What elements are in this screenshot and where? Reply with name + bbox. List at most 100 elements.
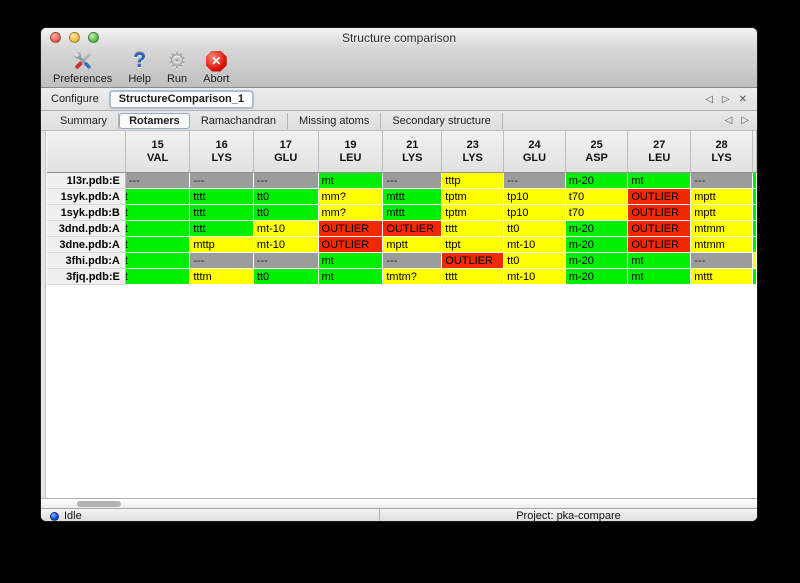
- rotamer-cell[interactable]: OUTLIER: [628, 205, 692, 221]
- rotamer-cell[interactable]: tttt: [442, 269, 505, 285]
- rotamer-cell[interactable]: mttt: [383, 205, 443, 221]
- help-button[interactable]: ? Help: [128, 49, 151, 85]
- tabs-back-icon[interactable]: ◁: [724, 115, 733, 126]
- rotamer-cell[interactable]: mptt: [383, 237, 443, 253]
- rotamer-cell[interactable]: tttt: [190, 221, 254, 237]
- rotamer-cell[interactable]: OUTLIER: [628, 237, 692, 253]
- rotamer-cell[interactable]: t70: [565, 189, 629, 205]
- rotamer-cell[interactable]: ttpt: [442, 237, 505, 253]
- config-forward-icon[interactable]: ▷: [721, 93, 730, 105]
- zoom-window-button[interactable]: [88, 32, 99, 43]
- rotamer-cell[interactable]: t70: [565, 205, 629, 221]
- rotamer-cell[interactable]: mtmm: [691, 237, 753, 253]
- rotamer-cell[interactable]: ---: [125, 173, 191, 189]
- rotamer-cell[interactable]: ---: [253, 253, 319, 269]
- rotamer-cell[interactable]: t: [125, 221, 191, 237]
- rotamer-cell[interactable]: t: [125, 189, 191, 205]
- rotamer-cell[interactable]: OUTLIER: [318, 221, 384, 237]
- config-close-icon[interactable]: ✕: [738, 93, 747, 105]
- rotamer-cell[interactable]: tt0: [504, 221, 566, 237]
- rotamer-cell-partial[interactable]: [752, 237, 757, 253]
- horizontal-scrollbar[interactable]: [41, 498, 757, 508]
- rotamer-cell[interactable]: mt: [628, 269, 692, 285]
- tab-ramachandran[interactable]: Ramachandran: [190, 112, 289, 129]
- rotamer-cell[interactable]: tmtm?: [383, 269, 443, 285]
- preferences-button[interactable]: Preferences: [53, 49, 112, 85]
- rotamer-cell[interactable]: mm?: [318, 205, 384, 221]
- minimize-window-button[interactable]: [69, 32, 80, 43]
- rotamer-cell[interactable]: mttt: [383, 189, 443, 205]
- rotamer-cell[interactable]: mt-10: [504, 237, 566, 253]
- rotamer-cell[interactable]: tt0: [253, 269, 319, 285]
- abort-button[interactable]: ✕ Abort: [203, 49, 229, 85]
- rotamer-cell[interactable]: ---: [691, 173, 753, 189]
- row-header[interactable]: 3dnd.pdb:A: [47, 221, 126, 237]
- tab-rotamers[interactable]: Rotamers: [119, 112, 190, 129]
- rotamer-cell[interactable]: m-20: [565, 173, 629, 189]
- rotamer-cell[interactable]: mt: [318, 173, 384, 189]
- rotamer-cell[interactable]: OUTLIER: [442, 253, 505, 269]
- rotamer-cell[interactable]: mt: [628, 173, 692, 189]
- rotamer-cell[interactable]: mtmm: [691, 221, 753, 237]
- rotamer-cell[interactable]: t: [125, 269, 191, 285]
- rotamer-cell[interactable]: tp10: [504, 189, 566, 205]
- rotamer-cell[interactable]: tttt: [190, 189, 254, 205]
- row-header[interactable]: 3dne.pdb:A: [47, 237, 126, 253]
- rotamer-cell[interactable]: tttt: [442, 221, 505, 237]
- tab-secondary-structure[interactable]: Secondary structure: [381, 112, 503, 129]
- rotamer-cell[interactable]: t: [125, 237, 191, 253]
- config-back-icon[interactable]: ◁: [705, 93, 713, 105]
- rotamer-cell[interactable]: tttt: [190, 205, 254, 221]
- rotamer-cell[interactable]: mptt: [691, 189, 753, 205]
- titlebar[interactable]: Structure comparison: [41, 28, 757, 47]
- rotamer-cell-partial[interactable]: [752, 221, 757, 237]
- tab-summary[interactable]: Summary: [49, 112, 120, 129]
- row-header[interactable]: 3fjq.pdb:E: [47, 269, 126, 285]
- rotamer-cell[interactable]: ---: [190, 173, 254, 189]
- rotamer-cell-partial[interactable]: [752, 269, 757, 285]
- rotamer-cell[interactable]: mt-10: [253, 221, 319, 237]
- rotamer-cell[interactable]: tt0: [253, 205, 319, 221]
- rotamer-cell-partial[interactable]: [752, 253, 757, 269]
- rotamer-cell[interactable]: tt0: [253, 189, 319, 205]
- rotamer-cell[interactable]: ---: [253, 173, 319, 189]
- rotamer-cell-partial[interactable]: [752, 189, 757, 205]
- rotamer-cell[interactable]: mt-10: [504, 269, 566, 285]
- rotamer-cell[interactable]: mt-10: [253, 237, 319, 253]
- rotamer-cell[interactable]: mt: [318, 253, 384, 269]
- rotamer-cell[interactable]: mt: [318, 269, 384, 285]
- rotamer-cell[interactable]: m-20: [565, 221, 629, 237]
- rotamer-cell[interactable]: OUTLIER: [628, 221, 692, 237]
- horizontal-scrollbar-thumb[interactable]: [77, 501, 121, 507]
- row-header[interactable]: 3fhi.pdb:A: [47, 253, 126, 269]
- rotamer-cell[interactable]: mm?: [318, 189, 384, 205]
- close-window-button[interactable]: [50, 32, 61, 43]
- row-header[interactable]: 1l3r.pdb:E: [47, 173, 126, 189]
- rotamer-cell[interactable]: ---: [383, 173, 443, 189]
- rotamer-cell[interactable]: mttt: [691, 269, 753, 285]
- rotamer-cell[interactable]: m-20: [565, 237, 629, 253]
- rotamer-cell[interactable]: ---: [691, 253, 753, 269]
- configuration-name-tab[interactable]: StructureComparison_1: [108, 89, 255, 109]
- tabs-forward-icon[interactable]: ▷: [741, 115, 749, 126]
- rotamer-cell[interactable]: t: [125, 253, 191, 269]
- rotamer-cell[interactable]: ---: [190, 253, 254, 269]
- rotamer-cell[interactable]: OUTLIER: [628, 189, 692, 205]
- rotamer-cell[interactable]: tttp: [442, 173, 505, 189]
- run-button[interactable]: ⚙ Run: [167, 49, 187, 86]
- rotamer-cell[interactable]: tttm: [190, 269, 254, 285]
- rotamer-cell[interactable]: tptm: [442, 189, 505, 205]
- rotamer-cell[interactable]: m-20: [565, 253, 629, 269]
- tab-missing-atoms[interactable]: Missing atoms: [288, 112, 382, 129]
- rotamer-cell[interactable]: tptm: [442, 205, 505, 221]
- rotamer-cell-partial[interactable]: [752, 173, 757, 189]
- rotamer-cell[interactable]: OUTLIER: [383, 221, 443, 237]
- rotamer-cell[interactable]: t: [125, 205, 191, 221]
- rotamer-cell-partial[interactable]: [752, 205, 757, 221]
- rotamer-cell[interactable]: mt: [628, 253, 692, 269]
- row-header[interactable]: 1syk.pdb:A: [47, 189, 126, 205]
- rotamer-cell[interactable]: tt0: [504, 253, 566, 269]
- rotamer-cell[interactable]: ---: [383, 253, 443, 269]
- row-header[interactable]: 1syk.pdb:B: [47, 205, 126, 221]
- rotamer-cell[interactable]: mptt: [691, 205, 753, 221]
